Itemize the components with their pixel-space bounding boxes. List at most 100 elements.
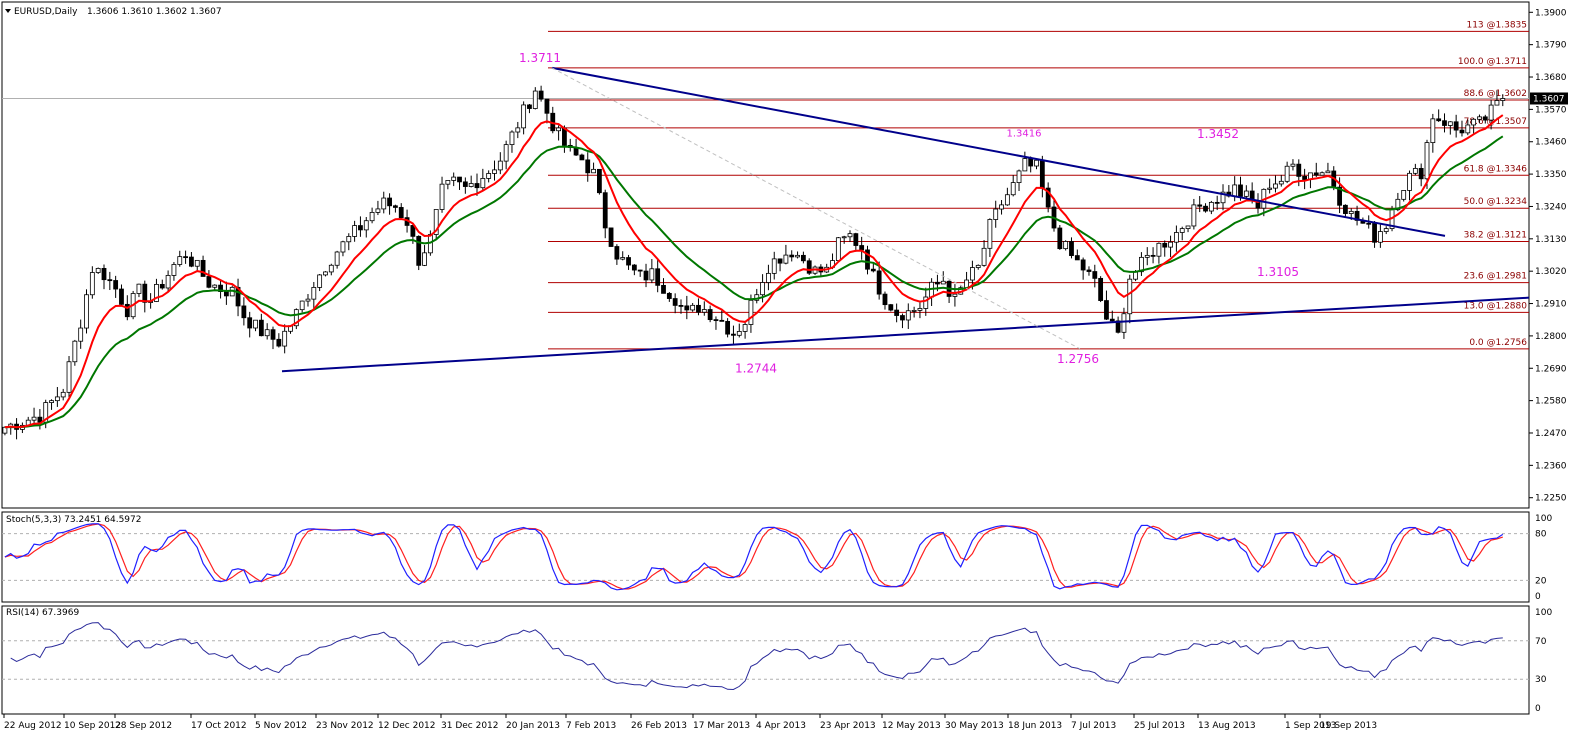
candle xyxy=(952,284,958,307)
candle xyxy=(1051,199,1057,232)
support-trendline[interactable] xyxy=(281,296,1530,373)
candle-body xyxy=(54,396,60,402)
candle-body xyxy=(1121,313,1127,333)
candle-body xyxy=(398,207,404,219)
candle-body xyxy=(760,282,765,296)
candle xyxy=(795,251,800,259)
candle-body xyxy=(1424,142,1430,180)
candle xyxy=(865,245,870,275)
price-annotation: 1.3711 xyxy=(519,51,561,65)
candle xyxy=(1372,221,1377,248)
candle xyxy=(1284,161,1290,184)
candle-body xyxy=(684,305,690,311)
candle xyxy=(474,173,480,196)
y-tick-label: 1.3570 xyxy=(1535,105,1567,115)
candle xyxy=(731,325,736,346)
candle-body xyxy=(1098,277,1104,301)
x-tick-label: 4 Apr 2013 xyxy=(756,721,806,731)
candle-body xyxy=(1080,259,1086,271)
candle xyxy=(754,288,760,304)
candle-body xyxy=(124,303,130,318)
candle-body xyxy=(410,225,416,237)
fib-label: 88.6 @1.3602 xyxy=(1464,89,1527,99)
candle xyxy=(433,209,439,240)
candle-body xyxy=(795,254,800,258)
candle xyxy=(1465,119,1471,136)
candle-body xyxy=(445,180,451,185)
candle xyxy=(119,284,124,306)
candle xyxy=(1156,242,1162,264)
symbol-label: EURUSD,Daily xyxy=(14,7,78,17)
candle-body xyxy=(777,258,783,264)
candle xyxy=(1034,159,1039,170)
candle-body xyxy=(964,279,969,289)
candle xyxy=(725,318,731,338)
candle xyxy=(900,313,905,329)
stoch-main-line xyxy=(4,523,1504,591)
candle xyxy=(626,254,631,270)
candle xyxy=(457,176,462,190)
candle-body xyxy=(1447,121,1453,126)
candle-body xyxy=(1494,100,1500,106)
candle xyxy=(1092,264,1098,288)
candle xyxy=(358,216,363,237)
candle-body xyxy=(1401,190,1407,200)
price-annotations: 1.3711 1.3416 1.3452 1.3105 1.2744 1.2756 xyxy=(519,51,1299,375)
candle-body xyxy=(1313,172,1319,176)
candle xyxy=(492,160,497,181)
candle xyxy=(107,271,113,291)
candle-body xyxy=(1173,232,1179,243)
candle-body xyxy=(497,160,503,171)
candle-body xyxy=(293,309,299,327)
candle xyxy=(177,250,183,267)
rsi-panel: 100 70 30 0 xyxy=(2,608,1552,714)
candle xyxy=(497,152,503,175)
candle-body xyxy=(1144,254,1150,258)
fib-retracement-diagonal[interactable] xyxy=(551,67,1081,350)
fibonacci-levels: 113 @1.3835 100.0 @1.3711 88.6 @1.3602 78.6… xyxy=(2,20,1529,350)
candle xyxy=(1185,225,1191,233)
resistance-trendline[interactable] xyxy=(551,66,1446,237)
candle xyxy=(323,271,328,277)
candle-body xyxy=(422,252,427,266)
candle xyxy=(1401,190,1407,202)
candle-body xyxy=(154,283,159,302)
fib-label: 0.0 @1.2756 xyxy=(1469,338,1527,348)
candle xyxy=(1447,121,1453,135)
candle xyxy=(666,292,672,302)
stoch-tick-label: 0 xyxy=(1535,592,1541,602)
candle xyxy=(276,333,282,348)
candle xyxy=(591,162,596,174)
trendlines[interactable] xyxy=(281,66,1530,373)
y-tick-label: 1.3790 xyxy=(1535,41,1567,51)
candle-body xyxy=(1354,210,1360,221)
candle xyxy=(771,251,777,280)
candle-body xyxy=(661,284,666,294)
candle-body xyxy=(1243,190,1249,197)
candle-body xyxy=(1302,176,1308,180)
candle-body xyxy=(299,300,305,311)
candle-body xyxy=(614,246,620,260)
fib-label: 50.0 @1.3234 xyxy=(1464,197,1528,207)
candle-body xyxy=(521,104,527,129)
candle xyxy=(1477,114,1482,123)
candle xyxy=(1214,195,1220,211)
candle xyxy=(748,294,754,333)
dropdown-triangle-icon[interactable] xyxy=(5,9,11,13)
rsi-title: RSI(14) 67.3969 xyxy=(6,608,79,618)
candle-body xyxy=(159,283,165,289)
candle xyxy=(538,85,544,102)
candle-body xyxy=(1436,118,1442,122)
candle-body xyxy=(713,319,719,322)
candle xyxy=(655,259,661,293)
x-tick-label: 7 Feb 2013 xyxy=(566,721,616,731)
candle xyxy=(223,281,229,305)
y-tick-label: 1.2800 xyxy=(1535,332,1567,342)
candle-body xyxy=(212,284,218,288)
candle-body xyxy=(78,327,84,342)
y-tick-label: 1.2580 xyxy=(1535,397,1567,407)
candle-body xyxy=(503,144,509,162)
candle xyxy=(1016,169,1022,191)
